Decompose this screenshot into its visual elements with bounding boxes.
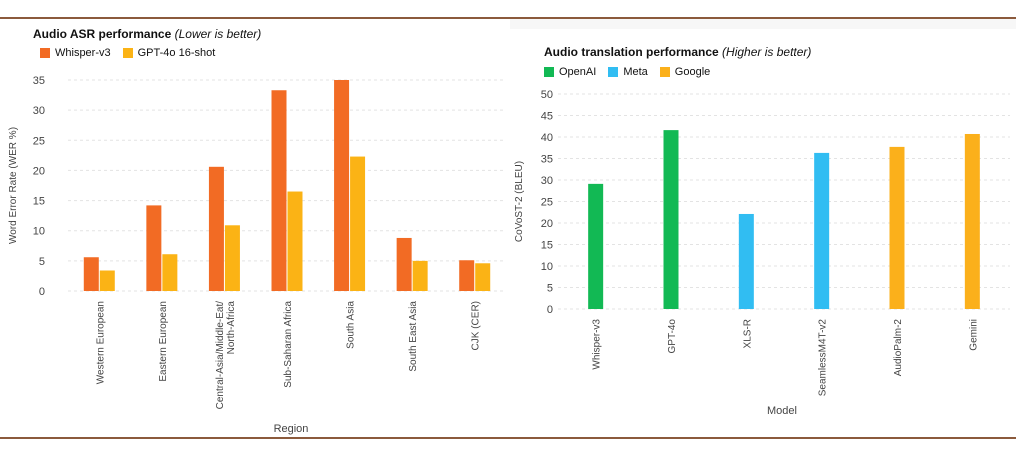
y-tick-label: 50 — [541, 89, 553, 101]
bar-xls-r — [738, 213, 754, 309]
legend-item-whisper-v3: Whisper-v3 — [40, 47, 111, 59]
bar-gpt-4o-16-shot-sub-saharan-africa — [287, 191, 303, 291]
x-tick-label: Western European — [95, 301, 106, 384]
bar-gpt-4o-16-shot-cjk-cer — [475, 263, 491, 291]
bar-whisper-v3-western-european — [83, 257, 99, 291]
x-tick-label-group: Sub-Saharan Africa — [283, 301, 294, 388]
x-axis-label: Region — [274, 423, 309, 435]
y-tick-label: 25 — [33, 135, 45, 147]
x-tick-label: Eastern European — [158, 301, 169, 382]
bar-gpt-4o-16-shot-western-european — [99, 270, 115, 291]
x-tick-label-group: Western European — [95, 301, 106, 384]
x-tick-label: CJK (CER) — [471, 301, 482, 350]
y-tick-label: 40 — [541, 132, 553, 144]
asr-bar-chart: 0 5 10 15 20 25 30 35 Word Error Rate (WER %) Reg… — [8, 75, 506, 435]
y-axis-label: Word Error Rate (WER %) — [8, 127, 19, 244]
translation-bar-chart: 0 5 10 15 20 25 30 35 40 45 50 CoVoST-2 (BLEU) Model… — [514, 89, 1010, 417]
y-tick-label: 30 — [33, 105, 45, 117]
legend-item-meta: Meta — [608, 66, 648, 78]
x-tick-label: SeamlessM4T-v2 — [818, 319, 829, 397]
bar-seamlessm4t-v2 — [814, 152, 830, 309]
y-tick-label: 15 — [541, 240, 553, 252]
legend-label: Google — [674, 66, 711, 78]
legend-item-openai: OpenAI — [544, 66, 596, 78]
x-tick-label: Sub-Saharan Africa — [283, 301, 294, 388]
legend-swatch-whisper-v3 — [40, 48, 50, 58]
legend-swatch-google — [659, 67, 670, 77]
x-axis-label: Model — [767, 405, 797, 417]
x-tick-label: Central-Asia/Middle-Eat/ — [215, 301, 226, 410]
translation-legend: OpenAI Meta Google — [544, 66, 710, 78]
y-tick-label: 20 — [541, 218, 553, 230]
legend-label: Whisper-v3 — [55, 47, 111, 59]
x-tick-label-group: South Asia — [346, 301, 357, 349]
legend-label: OpenAI — [559, 66, 597, 78]
bar-whisper-v3 — [588, 183, 604, 309]
y-tick-label: 35 — [33, 75, 45, 87]
bar-gpt-4o-16-shot-south-east-asia — [412, 260, 428, 291]
bar-gpt-4o-16-shot-central-asia-middle-eat — [224, 225, 240, 291]
x-tick-label-group: South East Asia — [408, 301, 419, 372]
top-divider — [0, 17, 1016, 19]
bar-gemini — [964, 133, 980, 309]
x-tick-label: GPT-4o — [667, 319, 678, 354]
x-tick-label-group: CJK (CER) — [471, 301, 482, 350]
bar-whisper-v3-sub-saharan-africa — [271, 90, 287, 292]
translation-chart-title: Audio translation performance (Higher is… — [544, 45, 812, 59]
x-tick-label: XLS-R — [742, 319, 753, 348]
x-tick-label: Gemini — [968, 319, 979, 351]
asr-chart-title: Audio ASR performance (Lower is better) — [33, 27, 262, 41]
x-tick-label: North-Africa — [226, 301, 237, 355]
x-tick-label: South East Asia — [408, 301, 419, 372]
asr-legend: Whisper-v3 GPT-4o 16-shot — [40, 47, 215, 59]
y-tick-label: 25 — [541, 197, 553, 209]
asr-chart-panel: Audio ASR performance (Lower is better) … — [0, 19, 510, 437]
y-tick-label: 0 — [39, 286, 45, 298]
translation-chart-panel: Audio translation performance (Higher is… — [510, 19, 1016, 437]
y-tick-label: 30 — [541, 175, 553, 187]
x-tick-label-group: Eastern European — [158, 301, 169, 382]
legend-item-gpt-4o-16-shot: GPT-4o 16-shot — [122, 47, 216, 59]
bar-whisper-v3-south-east-asia — [396, 237, 412, 291]
y-tick-label: 35 — [541, 154, 553, 166]
y-tick-label: 10 — [541, 261, 553, 273]
x-tick-label-group: Central-Asia/Middle-Eat/North-Africa — [215, 301, 237, 410]
bar-audiopalm-2 — [889, 146, 905, 309]
x-tick-label: South Asia — [346, 301, 357, 349]
y-tick-label: 5 — [39, 256, 45, 268]
bar-whisper-v3-eastern-european — [146, 205, 162, 291]
y-axis-label: CoVoST-2 (BLEU) — [514, 161, 525, 242]
y-tick-label: 0 — [547, 304, 553, 316]
y-tick-label: 10 — [33, 226, 45, 238]
legend-swatch-gpt-4o-16-shot — [122, 48, 133, 58]
legend-label: GPT-4o 16-shot — [137, 47, 216, 59]
bar-gpt-4o-16-shot-eastern-european — [162, 254, 178, 291]
bar-gpt-4o-16-shot-south-asia — [350, 156, 366, 291]
bar-whisper-v3-cjk-cer — [459, 260, 475, 291]
y-tick-label: 20 — [33, 165, 45, 177]
x-tick-label: AudioPalm-2 — [893, 319, 904, 377]
x-tick-label: Whisper-v3 — [592, 319, 603, 370]
bar-whisper-v3-south-asia — [334, 80, 350, 291]
legend-swatch-meta — [608, 67, 619, 77]
y-tick-label: 45 — [541, 111, 553, 123]
bar-gpt-4o — [663, 130, 679, 309]
y-tick-label: 5 — [547, 283, 553, 295]
legend-swatch-openai — [544, 67, 554, 77]
y-tick-label: 15 — [33, 196, 45, 208]
bottom-divider — [0, 437, 1016, 439]
legend-label: Meta — [623, 66, 648, 78]
legend-item-google: Google — [659, 66, 711, 78]
bar-whisper-v3-central-asia-middle-eat — [208, 166, 224, 291]
